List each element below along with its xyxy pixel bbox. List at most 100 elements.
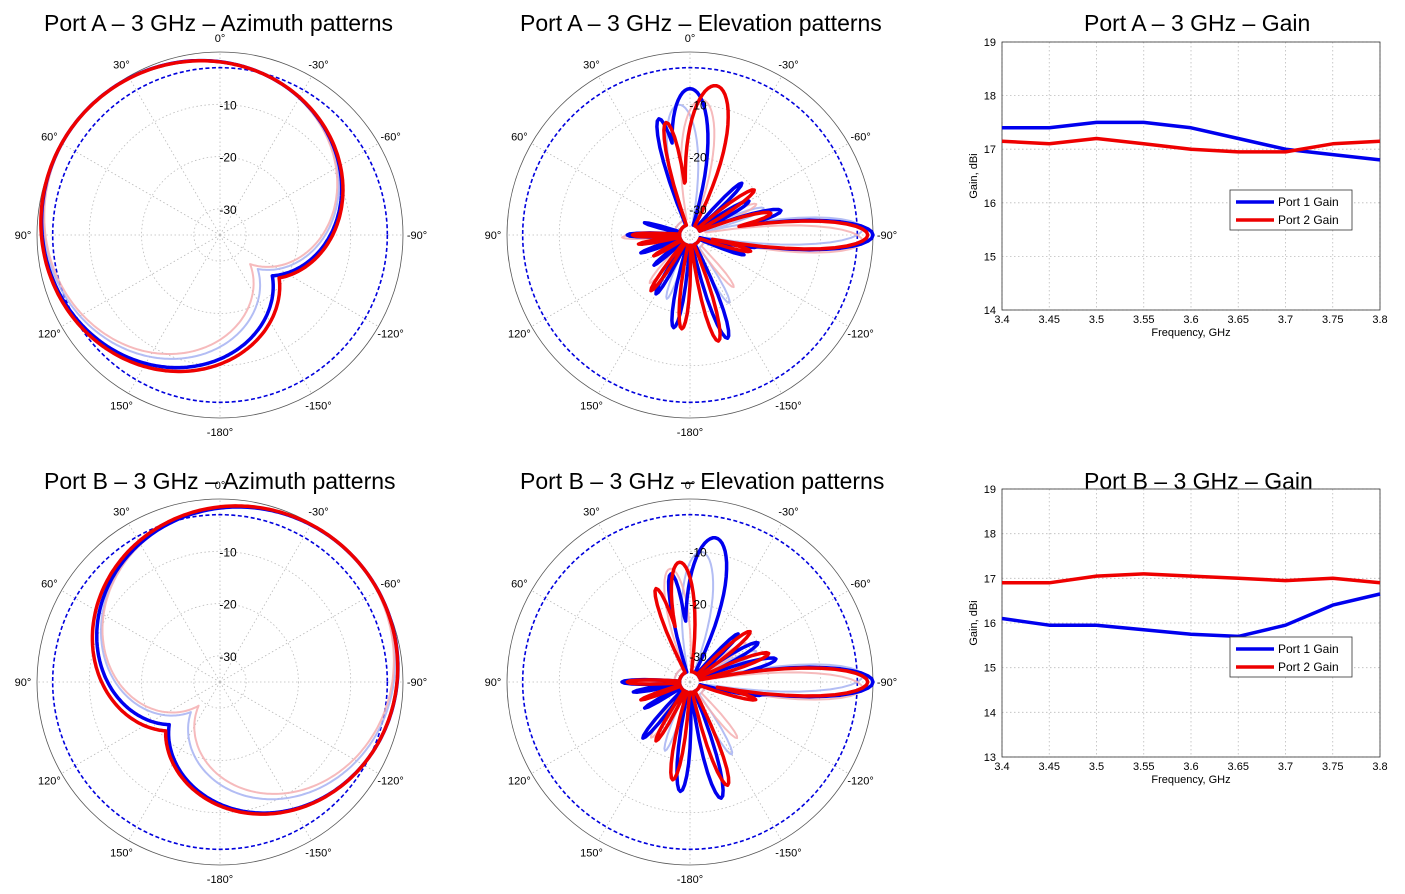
angle-label: 0° bbox=[215, 33, 226, 45]
grid-spoke bbox=[128, 523, 221, 683]
grid-spoke bbox=[128, 76, 221, 236]
grid-circle bbox=[558, 103, 822, 367]
angle-label: 0° bbox=[685, 33, 696, 45]
angle-label: 90° bbox=[485, 677, 502, 689]
grid-circle bbox=[558, 550, 822, 814]
grid-circle bbox=[611, 156, 769, 314]
angle-label: -60° bbox=[850, 132, 870, 144]
grid-spoke bbox=[531, 681, 691, 774]
pattern-series-2 bbox=[625, 560, 870, 787]
angle-label: -180° bbox=[677, 874, 703, 886]
grid-spoke bbox=[61, 681, 221, 774]
plot-frame bbox=[1001, 488, 1381, 758]
angle-label: -120° bbox=[377, 329, 403, 341]
grid-circle bbox=[611, 603, 769, 761]
angle-label: -150° bbox=[775, 848, 801, 860]
x-tick-label: 3.7 bbox=[1278, 761, 1293, 773]
chart-title: Port B – 3 GHz – Azimuth patterns bbox=[44, 468, 396, 494]
grid-spoke bbox=[689, 681, 782, 841]
radial-label: -10 bbox=[689, 98, 707, 112]
x-tick-label: 3.4 bbox=[994, 314, 1009, 326]
angle-label: 0° bbox=[685, 480, 696, 492]
outer-ring bbox=[36, 51, 404, 419]
grid-circle bbox=[141, 156, 299, 314]
angle-label: 30° bbox=[583, 59, 600, 71]
radial-label: -20 bbox=[219, 151, 237, 165]
legend-label: Port 1 Gain bbox=[1278, 642, 1339, 656]
chart-port-b-elevation: Port B – 3 GHz – Elevation patterns 0° 30… bbox=[470, 447, 940, 894]
polar-plot: 0° 30° 60° 90° 120° 150° -180° -150° -120° -90° -6… bbox=[15, 33, 427, 439]
radial-label: -30 bbox=[689, 650, 707, 664]
gain-line-series-2 bbox=[1002, 572, 1381, 585]
angle-label: -180° bbox=[677, 427, 703, 439]
grid-spoke bbox=[598, 681, 691, 841]
y-axis-title: Gain, dBi bbox=[968, 600, 980, 645]
angle-label: 150° bbox=[110, 401, 133, 413]
grid-spoke bbox=[689, 523, 782, 683]
angle-label: -30° bbox=[308, 59, 328, 71]
angle-label: 120° bbox=[38, 329, 61, 341]
angle-label: 120° bbox=[508, 329, 531, 341]
y-tick-label: 14 bbox=[984, 305, 996, 317]
gain-line-series-1 bbox=[1001, 592, 1381, 639]
angle-label: 0° bbox=[215, 480, 226, 492]
grid-spoke bbox=[689, 590, 849, 683]
x-tick-label: 3.75 bbox=[1322, 761, 1343, 773]
chart-title: Port A – 3 GHz – Gain bbox=[1084, 10, 1311, 36]
grid-spoke bbox=[128, 681, 221, 841]
angle-label: 90° bbox=[15, 677, 32, 689]
grid-spoke bbox=[219, 523, 312, 683]
x-tick-label: 3.7 bbox=[1278, 314, 1293, 326]
angle-label: -120° bbox=[377, 776, 403, 788]
legend-box bbox=[1229, 636, 1353, 678]
radial-label: -10 bbox=[219, 545, 237, 559]
chart-title: Port A – 3 GHz – Azimuth patterns bbox=[44, 10, 394, 36]
angle-label: -90° bbox=[407, 230, 427, 242]
grid-spoke bbox=[598, 234, 691, 394]
radial-label: -30 bbox=[219, 650, 237, 664]
angle-label: -120° bbox=[847, 329, 873, 341]
angle-label: -90° bbox=[877, 677, 897, 689]
grid-circle bbox=[141, 603, 299, 761]
angle-label: 150° bbox=[580, 848, 603, 860]
x-axis-title: Frequency, GHz bbox=[1151, 327, 1230, 339]
angle-label: -150° bbox=[775, 401, 801, 413]
y-tick-label: 19 bbox=[984, 484, 996, 496]
x-tick-label: 3.55 bbox=[1133, 314, 1154, 326]
grid-spoke bbox=[598, 76, 691, 236]
angle-label: -180° bbox=[207, 427, 233, 439]
angle-label: -150° bbox=[305, 848, 331, 860]
y-tick-label: 15 bbox=[984, 251, 996, 263]
outer-ring bbox=[36, 498, 404, 866]
y-tick-label: 14 bbox=[984, 707, 996, 719]
x-tick-label: 3.8 bbox=[1372, 314, 1387, 326]
chart-port-b-gain: Port B – 3 GHz – Gain 3.4 3.45 3.5 3.55 3.6 3… bbox=[960, 447, 1405, 894]
y-tick-label: 18 bbox=[984, 91, 996, 103]
chart-title: Port B – 3 GHz – Elevation patterns bbox=[520, 468, 885, 494]
angle-label: 120° bbox=[508, 776, 531, 788]
grid-spoke bbox=[219, 234, 379, 327]
angle-label: -30° bbox=[778, 506, 798, 518]
pattern-series-3 bbox=[42, 59, 340, 360]
y-tick-label: 13 bbox=[984, 752, 996, 764]
grid-spoke bbox=[531, 590, 691, 683]
legend-label: Port 1 Gain bbox=[1278, 195, 1339, 209]
radial-label: -10 bbox=[219, 98, 237, 112]
angle-label: 60° bbox=[41, 132, 58, 144]
y-tick-label: 18 bbox=[984, 529, 996, 541]
grid-spoke bbox=[689, 234, 782, 394]
angle-label: -30° bbox=[778, 59, 798, 71]
x-tick-label: 3.4 bbox=[994, 761, 1009, 773]
pattern-series-4 bbox=[101, 505, 395, 795]
angle-label: -90° bbox=[407, 677, 427, 689]
grid-spoke bbox=[219, 681, 312, 841]
line-plot: 3.4 3.45 3.5 3.55 3.6 3.65 3.7 3.75 3.8 13 14 15 16 1… bbox=[968, 484, 1388, 786]
grid-spoke bbox=[531, 234, 691, 327]
radial-label: -30 bbox=[689, 203, 707, 217]
y-tick-label: 17 bbox=[984, 144, 996, 156]
grid-circle bbox=[88, 550, 352, 814]
y-tick-label: 17 bbox=[984, 573, 996, 585]
pattern-series-4 bbox=[43, 58, 339, 355]
x-tick-label: 3.45 bbox=[1039, 314, 1060, 326]
gain-line-series-1 bbox=[1002, 120, 1381, 162]
